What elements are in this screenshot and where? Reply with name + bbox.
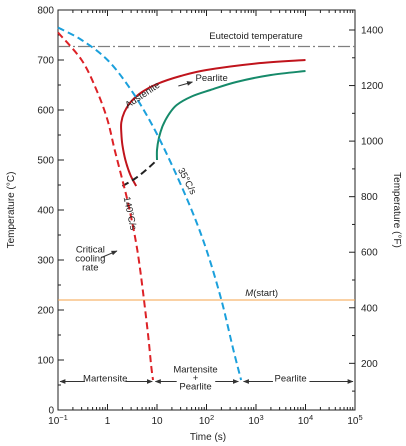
x-tick-label: 102 [199, 413, 214, 427]
austenite-to-pearlite-arrow [178, 81, 194, 87]
martensite-start-label: M(start) [245, 288, 278, 299]
pearlite-start-curve [120, 59, 306, 187]
critical-cooling-rate-label-3: rate [82, 263, 98, 274]
y2-tick-label: 400 [361, 303, 378, 314]
y-tick-label: 300 [37, 256, 54, 267]
cooling-curve-140 [57, 31, 154, 381]
x-tick-label: 1 [105, 416, 111, 427]
y-tick-label: 400 [37, 206, 54, 217]
pearlite-finish-curve [155, 70, 306, 161]
plot-area: 10−1 1 10 102 103 104 105 0 100 200 300 400 500 600 70… [37, 6, 383, 428]
critical-cooling-rate-label-1: Critical [76, 245, 105, 256]
y-tick-label: 800 [37, 6, 54, 17]
x-tick-label: 10−1 [48, 413, 68, 427]
rate-140-label: 140°C/s [121, 196, 139, 232]
x-tick-label: 104 [298, 413, 313, 427]
austenite-label: Austenite [123, 80, 162, 111]
y-tick-label: 500 [37, 156, 54, 167]
y-tick-label: 0 [48, 406, 54, 417]
y2-tick-label: 1400 [361, 26, 384, 37]
martensite-region-label: Martensite [83, 374, 127, 385]
x-tick-label: 103 [248, 413, 263, 427]
cooling-curve-35 [57, 26, 243, 381]
y-axis-label: Temperature (°C) [6, 172, 17, 249]
y2-tick-label: 1200 [361, 81, 384, 92]
pearlite-start-extension [121, 159, 158, 187]
x-tick-label: 10 [151, 416, 163, 427]
y2-axis-label: Temperature (°F) [391, 172, 402, 248]
y2-tick-label: 1000 [361, 137, 384, 148]
pearlite-label: Pearlite [196, 73, 228, 84]
y-tick-label: 700 [37, 56, 54, 67]
critical-cooling-rate-label-2: cooling [75, 254, 105, 265]
y2-tick-label: 600 [361, 248, 378, 259]
y-tick-label: 600 [37, 106, 54, 117]
y2-tick-label: 800 [361, 192, 378, 203]
x-tick-label: 105 [347, 413, 362, 427]
x-axis-label: Time (s) [190, 432, 226, 443]
y-tick-label: 200 [37, 306, 54, 317]
martensite-pearlite-region-label-1: Martensite [173, 365, 217, 376]
eutectoid-temperature-label: Eutectoid temperature [209, 31, 302, 42]
y2-tick-label: 200 [361, 359, 378, 370]
pearlite-region-label: Pearlite [274, 374, 306, 385]
y-tick-label: 100 [37, 356, 54, 367]
martensite-pearlite-region-label-3: Pearlite [179, 382, 211, 393]
critical-cooling-rate-arrow [101, 250, 118, 258]
martensite-pearlite-region-label-2: + [193, 373, 199, 384]
